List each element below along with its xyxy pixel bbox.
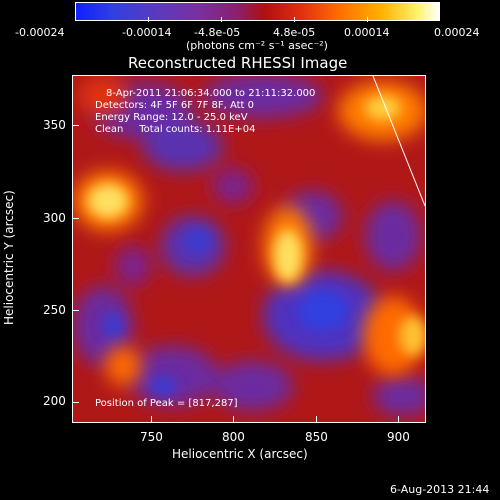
colorbar-tick [221,17,222,22]
colorbar-tick [294,17,295,22]
y-axis-label: Heliocentric Y (arcsec) [2,190,16,325]
rhessi-image [72,75,426,423]
x-tick-label: 900 [387,430,410,444]
colorbar-tick-label: -0.00024 [15,26,65,39]
x-tick-mark [151,416,152,422]
detectors-text: Detectors: 4F 5F 6F 7F 8F, Att 0 [95,100,255,111]
colorbar-tick [367,17,368,22]
y-tick-label: 300 [43,211,66,225]
colorbar-unit-label: (photons cm⁻² s⁻¹ asec⁻²) [186,39,328,52]
x-tick-label: 750 [140,430,163,444]
energy-range-text: Energy Range: 12.0 - 25.0 keV [95,112,248,123]
colorbar-tick-label: -0.00014 [122,26,172,39]
y-tick-mark [73,125,79,126]
y-tick-label: 250 [43,303,66,317]
x-tick-label: 850 [305,430,328,444]
peak-position-text: Position of Peak = [817,287] [95,398,238,409]
x-tick-label: 800 [222,430,245,444]
rhessi-image-map [73,76,425,422]
x-tick-mark [233,416,234,422]
y-tick-mark [73,402,79,403]
colorbar-tick-label: 4.8e-05 [273,26,316,39]
x-axis-label: Heliocentric X (arcsec) [172,447,308,461]
time-range-text: 8-Apr-2011 21:06:34.000 to 21:11:32.000 [106,88,316,99]
x-tick-mark [316,416,317,422]
colorbar [75,2,440,22]
y-tick-mark [73,218,79,219]
clean-counts-text: Clean Total counts: 1.11E+04 [95,124,256,135]
footer-date: 6-Aug-2013 21:44 [390,483,490,496]
colorbar-tick-label: 0.00024 [434,26,480,39]
colorbar-tick-label: 0.00014 [344,26,390,39]
colorbar-tick-label: -4.8e-05 [194,26,241,39]
y-tick-label: 350 [43,118,66,132]
colorbar-tick [148,17,149,22]
y-tick-label: 200 [43,394,66,408]
y-tick-mark [73,310,79,311]
x-tick-mark [398,416,399,422]
plot-title: Reconstructed RHESSI Image [128,54,348,72]
